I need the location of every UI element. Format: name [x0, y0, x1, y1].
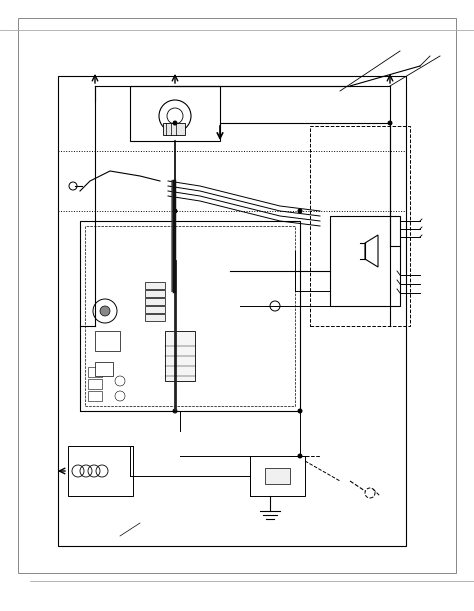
Bar: [145, 298, 165, 305]
Bar: [130, 86, 220, 141]
Bar: [80, 221, 300, 411]
Circle shape: [270, 301, 280, 311]
Bar: [145, 314, 165, 321]
Bar: [95, 362, 113, 376]
Bar: [250, 456, 305, 496]
Polygon shape: [365, 235, 378, 267]
Circle shape: [159, 100, 191, 132]
Circle shape: [173, 409, 177, 414]
Circle shape: [93, 299, 117, 323]
Bar: [85, 226, 295, 406]
Bar: [88, 379, 102, 389]
Circle shape: [365, 488, 375, 498]
Bar: [88, 367, 102, 377]
Bar: [145, 290, 165, 297]
Circle shape: [298, 208, 302, 213]
Circle shape: [100, 306, 110, 316]
Bar: [68, 446, 133, 496]
Circle shape: [167, 108, 183, 124]
Circle shape: [298, 453, 302, 458]
Bar: [145, 282, 165, 289]
Circle shape: [388, 120, 392, 125]
Bar: [163, 123, 185, 135]
Bar: [165, 331, 195, 381]
Bar: [330, 216, 400, 306]
Bar: [58, 76, 406, 546]
Bar: [265, 468, 290, 484]
Bar: [145, 306, 165, 313]
Bar: [310, 126, 410, 326]
Bar: [88, 391, 102, 401]
Bar: [95, 331, 120, 351]
Circle shape: [115, 391, 125, 401]
Circle shape: [173, 208, 177, 213]
Circle shape: [115, 376, 125, 386]
Circle shape: [298, 409, 302, 414]
Circle shape: [69, 182, 77, 190]
Circle shape: [173, 120, 177, 125]
